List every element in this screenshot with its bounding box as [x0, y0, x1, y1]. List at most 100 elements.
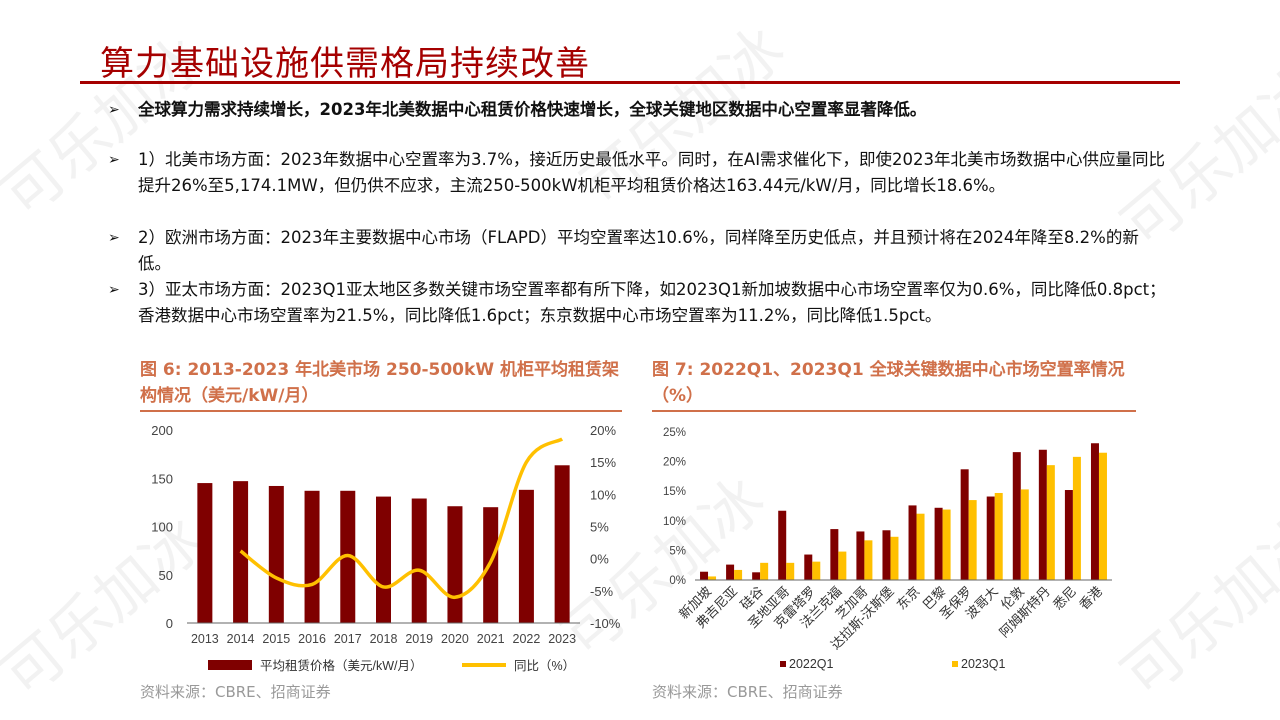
x-tick-label: 东京	[894, 584, 923, 613]
bar-2023Q1-达拉斯-沃斯堡	[890, 536, 899, 580]
bullet-text: 3）亚太市场方面：2023Q1亚太地区多数关键市场空置率都有所下降，如2023Q…	[138, 280, 1166, 325]
y2-tick-label: 15%	[590, 455, 616, 470]
x-tick-label: 悉尼	[1050, 584, 1079, 613]
y-tick-label: 15%	[663, 486, 686, 498]
page-title: 算力基础设施供需格局持续改善	[100, 44, 590, 84]
y-tick-label: 0	[166, 616, 173, 631]
legend-swatch-2023q1	[952, 661, 958, 667]
rent-price-chart: 0 50 100 150 200 -10% -5% 0% 5% 10% 15% 20% 2013 2014…	[151, 423, 621, 673]
bar-2023Q1-克雷塔罗	[812, 561, 821, 580]
figure-6-divider	[140, 410, 622, 412]
y-tick-label: 10%	[663, 516, 686, 528]
bar-2022Q1-弗吉尼亚	[726, 564, 735, 580]
legend-label-rent: 平均租赁价格（美元/kW/月）	[260, 658, 423, 673]
bar-2022Q1-波哥大	[986, 496, 995, 580]
y-tick-label: 0%	[669, 575, 686, 587]
yoy-growth-line	[239, 437, 564, 600]
bar-2023Q1-阿姆斯特丹	[1046, 465, 1055, 580]
bar-2022Q1-伦敦	[1012, 452, 1021, 580]
bar-2023Q1-悉尼	[1072, 456, 1081, 580]
figure-7-divider	[652, 410, 1136, 412]
bar-2023Q1-硅谷	[760, 562, 769, 580]
arrow-bullet-icon: ➢	[108, 102, 120, 118]
bar-rent-2016	[304, 490, 320, 623]
x-tick-label: 2023	[548, 632, 576, 646]
bar-2023Q1-圣保罗	[968, 500, 977, 580]
bar-2022Q1-圣地亚哥	[778, 510, 787, 580]
bar-rent-2019	[411, 498, 427, 623]
bar-2023Q1-圣地亚哥	[786, 562, 795, 580]
bar-2023Q1-波哥大	[994, 492, 1003, 580]
bar-rent-2013	[197, 483, 213, 623]
bar-rent-2018	[376, 496, 391, 623]
bullet-north-america: ➢ 1）北美市场方面：2023年数据中心空置率为3.7%，接近历史最低水平。同时…	[108, 147, 1168, 199]
legend-label-2023q1: 2023Q1	[961, 657, 1006, 671]
x-tick-label: 2016	[298, 632, 326, 646]
bar-2022Q1-香港	[1090, 443, 1099, 580]
bullet-text: 2）欧洲市场方面：2023年主要数据中心市场（FLAPD）平均空置率达10.6%…	[138, 228, 1139, 273]
y2-tick-label: -5%	[590, 584, 614, 599]
bullet-apac: ➢ 3）亚太市场方面：2023Q1亚太地区多数关键市场空置率都有所下降，如202…	[108, 277, 1168, 329]
y2-tick-label: 10%	[590, 487, 616, 502]
bar-2022Q1-圣保罗	[960, 469, 969, 580]
x-tick-label: 2020	[441, 632, 469, 646]
y-tick-label: 20%	[663, 457, 686, 469]
bullet-text: 1）北美市场方面：2023年数据中心空置率为3.7%，接近历史最低水平。同时，在…	[138, 150, 1166, 195]
bar-2022Q1-巴黎	[934, 507, 943, 580]
bar-2022Q1-芝加哥	[856, 531, 865, 580]
bar-2022Q1-东京	[908, 505, 917, 580]
x-tick-label: 2017	[334, 632, 362, 646]
arrow-bullet-icon: ➢	[108, 282, 120, 298]
bar-2023Q1-新加坡	[708, 576, 717, 580]
bar-2022Q1-硅谷	[752, 572, 761, 580]
y-tick-label: 150	[151, 471, 173, 486]
y-tick-label: 50	[159, 568, 173, 583]
figure-7-source: 资料来源：CBRE、招商证券	[652, 683, 843, 701]
figure-6-source: 资料来源：CBRE、招商证券	[140, 683, 331, 701]
legend-label-yoy: 同比（%）	[514, 659, 575, 673]
legend-swatch-rent	[208, 660, 252, 670]
x-tick-label: 2022	[513, 632, 541, 646]
x-tick-label: 2015	[262, 632, 290, 646]
bar-2023Q1-弗吉尼亚	[734, 569, 743, 580]
bar-2023Q1-东京	[916, 513, 925, 580]
legend-swatch-2022q1	[780, 661, 786, 667]
bar-2022Q1-达拉斯-沃斯堡	[882, 530, 891, 580]
y2-tick-label: 20%	[590, 423, 616, 438]
bullet-europe: ➢ 2）欧洲市场方面：2023年主要数据中心市场（FLAPD）平均空置率达10.…	[108, 225, 1168, 277]
x-tick-label: 香港	[1076, 584, 1105, 613]
arrow-bullet-icon: ➢	[108, 152, 120, 168]
bar-rent-2023	[554, 465, 570, 623]
title-divider	[80, 81, 1180, 84]
y-tick-label: 100	[151, 520, 173, 535]
bar-2023Q1-香港	[1098, 452, 1107, 580]
bar-2022Q1-阿姆斯特丹	[1038, 449, 1047, 580]
bar-2023Q1-巴黎	[942, 509, 951, 580]
x-tick-label: 2013	[191, 632, 219, 646]
y-tick-label: 200	[151, 423, 173, 438]
legend-label-2022q1: 2022Q1	[789, 657, 834, 671]
bar-2023Q1-伦敦	[1020, 489, 1029, 580]
bar-2022Q1-悉尼	[1064, 490, 1073, 580]
bar-rent-2015	[268, 485, 284, 623]
arrow-bullet-icon: ➢	[108, 230, 120, 246]
bar-2022Q1-新加坡	[700, 571, 709, 580]
x-tick-label: 2014	[227, 632, 255, 646]
x-tick-label: 2021	[477, 632, 505, 646]
bar-2023Q1-法兰克福	[838, 551, 847, 580]
bar-2022Q1-法兰克福	[830, 529, 839, 580]
y2-tick-label: 5%	[590, 520, 609, 535]
bar-rent-2022	[518, 489, 534, 623]
bar-rent-2020	[447, 506, 463, 623]
figure-6-title: 图 6: 2013-2023 年北美市场 250-500kW 机柜平均租赁架构情…	[140, 360, 619, 406]
y2-tick-label: 0%	[590, 552, 609, 567]
figure-7-title: 图 7: 2022Q1、2023Q1 全球关键数据中心市场空置率情况（%）	[652, 360, 1125, 406]
bullet-summary: ➢ 全球算力需求持续增长，2023年北美数据中心租赁价格快速增长，全球关键地区数…	[108, 97, 1168, 123]
bar-2022Q1-克雷塔罗	[804, 554, 813, 580]
bullet-text: 全球算力需求持续增长，2023年北美数据中心租赁价格快速增长，全球关键地区数据中…	[138, 100, 927, 119]
x-tick-label: 2019	[405, 632, 433, 646]
y-tick-label: 25%	[663, 427, 686, 439]
y2-tick-label: -10%	[590, 616, 621, 631]
y-tick-label: 5%	[669, 545, 686, 557]
